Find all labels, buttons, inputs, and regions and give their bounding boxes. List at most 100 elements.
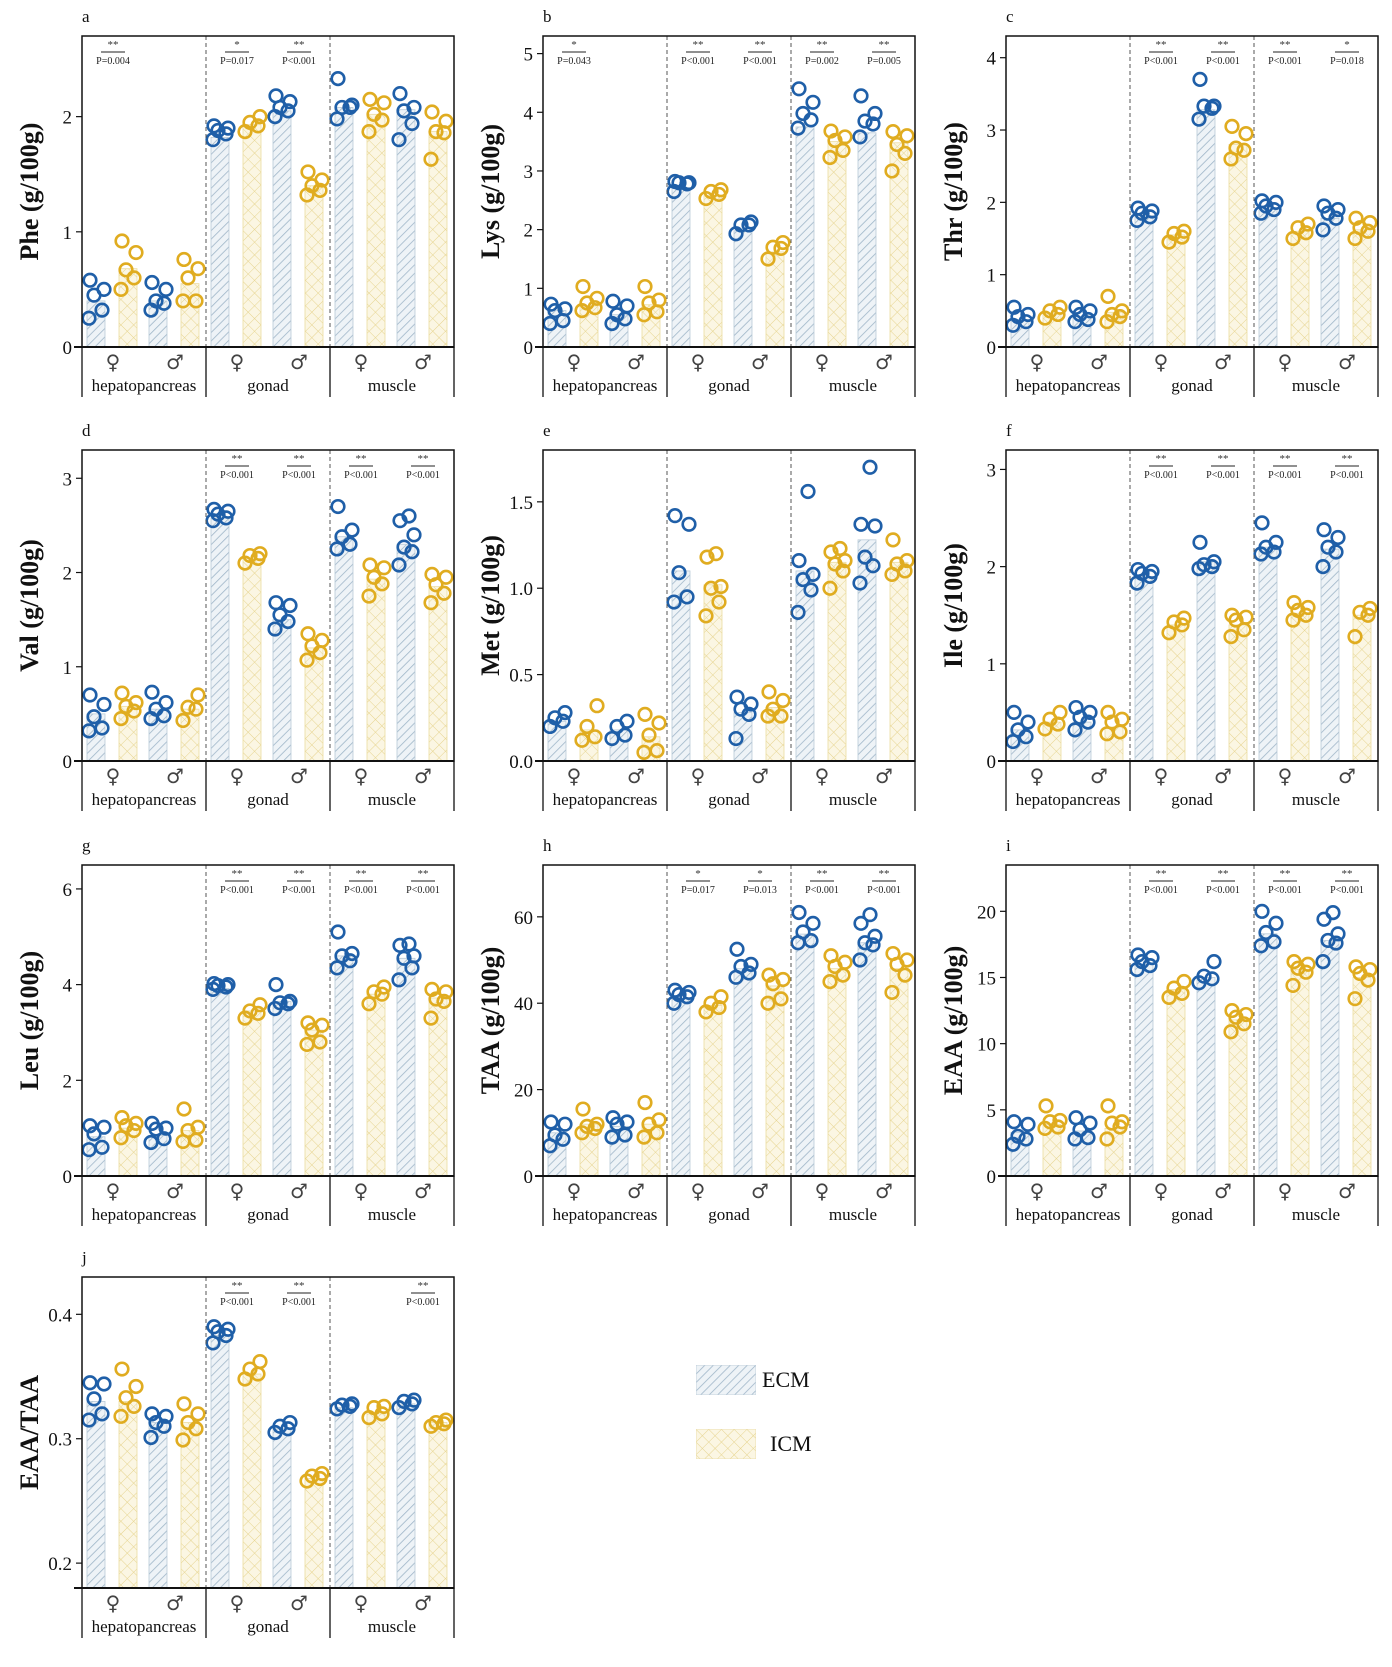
bar-ecm-1	[148, 1422, 168, 1589]
point-ecm	[330, 498, 346, 515]
point-ecm	[158, 281, 174, 298]
point-ecm	[543, 296, 559, 312]
y-tick-label: 0.3	[48, 1430, 72, 1451]
bar-ecm-3	[733, 968, 753, 1177]
point-ecm	[82, 272, 98, 288]
point-ecm	[1067, 722, 1083, 738]
significance-stars: *	[571, 39, 577, 51]
point-ecm	[1068, 699, 1084, 716]
bar-ecm-4	[334, 107, 354, 348]
p-value-label: P<0.001	[1330, 885, 1364, 896]
panel-label: h	[543, 836, 552, 855]
point-ecm	[733, 958, 749, 975]
point-ecm	[396, 1393, 412, 1409]
point-icm	[636, 1129, 652, 1145]
point-ecm	[406, 527, 422, 543]
p-value-label: P<0.001	[1330, 470, 1364, 481]
legend-item-icm: ICM	[696, 1429, 812, 1459]
y-tick-label: 0.5	[509, 666, 533, 687]
point-ecm	[862, 459, 878, 475]
group-label-gonad: gonad	[708, 790, 750, 809]
point-icm	[376, 560, 392, 576]
panel-e: e Met (g/100g) 0.0 0.5 1.0 1.5 ♀ ♂ ♀ ♂ ♀ ♂ hepatopan…	[476, 421, 916, 811]
point-ecm	[86, 1126, 102, 1142]
point-ecm	[1144, 203, 1160, 219]
point-ecm	[272, 995, 288, 1011]
point-icm	[885, 945, 901, 962]
significance-stars: **	[1218, 39, 1229, 51]
group-label-hepatopancreas: hepatopancreas	[1016, 376, 1121, 395]
point-icm	[314, 1465, 330, 1482]
significance-stars: **	[232, 453, 243, 465]
point-icm	[300, 1015, 316, 1031]
panel-label: g	[82, 836, 91, 855]
point-ecm	[1020, 1116, 1036, 1132]
point-ecm	[728, 730, 744, 747]
point-ecm	[852, 575, 868, 591]
point-ecm	[96, 696, 112, 713]
point-ecm	[344, 522, 360, 538]
bar-ecm-5	[857, 942, 877, 1177]
y-axis-title: Leu (g/100g)	[15, 951, 44, 1090]
y-tick-label: 6	[63, 880, 73, 901]
bar-icm-5	[1352, 229, 1372, 348]
point-ecm	[1018, 1131, 1034, 1147]
male-symbol: ♂	[1214, 350, 1232, 374]
point-ecm	[148, 293, 164, 309]
bar-icm-3	[1228, 624, 1248, 762]
point-ecm	[1328, 935, 1344, 951]
point-ecm	[1192, 534, 1208, 550]
female-symbol: ♀	[1278, 1179, 1293, 1203]
point-icm	[362, 91, 378, 107]
point-ecm	[1006, 299, 1022, 315]
point-icm	[885, 124, 901, 140]
point-ecm	[1080, 1130, 1096, 1146]
point-ecm	[82, 687, 98, 703]
point-icm	[1224, 607, 1240, 623]
point-icm	[822, 580, 838, 596]
y-tick-label: 0	[524, 338, 534, 359]
bar-ecm-4	[795, 126, 815, 348]
bar-ecm-5	[396, 957, 416, 1177]
point-icm	[376, 979, 392, 995]
point-icm	[1290, 602, 1306, 618]
point-icm	[575, 278, 591, 295]
point-ecm	[1204, 971, 1220, 987]
bar-icm-4	[1290, 230, 1310, 348]
point-ecm	[795, 924, 811, 940]
point-ecm	[143, 1429, 159, 1446]
male-symbol: ♂	[627, 1179, 645, 1203]
point-icm	[823, 948, 839, 964]
p-value-label: P<0.001	[282, 470, 316, 481]
point-ecm	[791, 904, 807, 921]
significance-stars: **	[294, 868, 305, 880]
point-icm	[250, 1005, 266, 1021]
y-tick-label: 2	[987, 558, 997, 579]
point-icm	[300, 626, 316, 642]
group-label-muscle: muscle	[368, 1617, 416, 1636]
panel-label: i	[1006, 836, 1011, 855]
point-ecm	[404, 115, 420, 132]
bar-ecm-5	[396, 1403, 416, 1589]
bar-icm-2	[1166, 989, 1186, 1177]
point-ecm	[82, 1118, 98, 1134]
bar-ecm-3	[272, 619, 292, 762]
point-icm	[1166, 225, 1182, 242]
panel-label: e	[543, 421, 551, 440]
point-ecm	[1020, 714, 1036, 730]
bar-ecm-4	[795, 570, 815, 762]
female-symbol: ♀	[230, 1591, 245, 1615]
y-tick-label: 20	[977, 902, 996, 923]
point-ecm	[1266, 934, 1282, 950]
point-ecm	[1192, 71, 1208, 87]
point-ecm	[865, 558, 881, 574]
male-symbol: ♂	[414, 1179, 432, 1203]
panel-a: a Phe (g/100g) 0 1 2 ♀ ♂ ♀ ♂ ♀ ♂ hepatopancreas gona…	[15, 7, 455, 397]
male-symbol: ♂	[1214, 764, 1232, 788]
group-label-muscle: muscle	[1292, 376, 1340, 395]
point-ecm	[729, 941, 745, 957]
point-ecm	[1010, 1128, 1026, 1144]
point-icm	[579, 718, 595, 735]
point-ecm	[605, 1110, 621, 1126]
significance-stars: *	[1344, 39, 1350, 51]
